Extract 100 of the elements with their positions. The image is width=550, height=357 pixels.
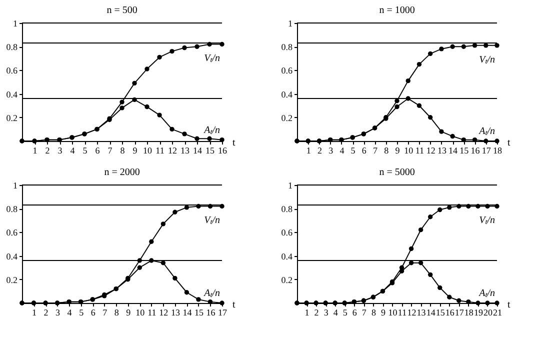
y-tick-label: 0.6 bbox=[6, 66, 18, 76]
series-label: Vₜ/n bbox=[204, 53, 220, 64]
x-tick-label: 11 bbox=[415, 146, 424, 156]
x-tick-label: 7 bbox=[108, 146, 113, 156]
chart-title: n = 2000 bbox=[104, 167, 140, 178]
x-tick-label: 11 bbox=[398, 308, 407, 318]
y-tick-label: 0.6 bbox=[281, 228, 293, 238]
y-tick-label: 0.8 bbox=[6, 204, 18, 214]
y-tick-label: 0.4 bbox=[281, 89, 293, 100]
y-tick-label: 0.8 bbox=[281, 204, 293, 214]
y-tick-label: 0.2 bbox=[281, 112, 292, 123]
x-tick-label: 3 bbox=[324, 308, 329, 318]
x-tick-label: 9 bbox=[380, 308, 386, 318]
x-tick-label: 2 bbox=[45, 146, 50, 156]
y-tick-label: 0.4 bbox=[6, 251, 18, 262]
y-tick-label: 1 bbox=[13, 18, 18, 28]
x-tick-label: 5 bbox=[79, 308, 84, 318]
x-tick-label: 10 bbox=[388, 308, 398, 318]
series-label: Vₜ/n bbox=[479, 54, 495, 66]
x-tick-label: 14 bbox=[448, 146, 458, 156]
chart-title: n = 5000 bbox=[379, 167, 415, 178]
x-tick-label: 10 bbox=[404, 146, 414, 156]
x-tick-label: 7 bbox=[362, 308, 367, 318]
x-tick-label: 18 bbox=[464, 308, 474, 318]
x-tick-label: 13 bbox=[437, 146, 447, 156]
series-label: Aₜ/n bbox=[203, 288, 220, 299]
x-tick-label: 5 bbox=[82, 146, 88, 156]
x-tick-label: 15 bbox=[206, 146, 215, 156]
x-tick-label: 1 bbox=[32, 146, 38, 156]
x-tick-label: 6 bbox=[90, 308, 96, 318]
x-tick-label: 7 bbox=[102, 308, 108, 318]
x-tick-label: 8 bbox=[114, 308, 120, 318]
x-tick-label: 10 bbox=[136, 308, 146, 318]
x-tick-label: 6 bbox=[362, 146, 367, 156]
x-tick-label: 12 bbox=[168, 146, 177, 156]
x-tick-label: 21 bbox=[493, 308, 502, 318]
x-tick-label: 9 bbox=[132, 146, 138, 156]
y-tick-label: 0.2 bbox=[6, 274, 18, 285]
x-tick-label: 18 bbox=[493, 146, 502, 156]
x-tick-label: 3 bbox=[56, 308, 61, 318]
x-tick-label: 13 bbox=[180, 146, 190, 156]
x-tick-label: 9 bbox=[126, 308, 132, 318]
y-tick-label: 0.4 bbox=[281, 251, 293, 262]
x-tick-label: 2 bbox=[314, 308, 319, 318]
chart-title: n = 1000 bbox=[379, 5, 415, 16]
x-axis-title: t bbox=[508, 300, 510, 310]
x-tick-label: 4 bbox=[333, 308, 338, 318]
x-axis-title: t bbox=[232, 300, 236, 310]
y-tick-label: 0.4 bbox=[6, 89, 18, 100]
x-tick-label: 3 bbox=[58, 146, 63, 156]
x-tick-label: 16 bbox=[218, 146, 228, 156]
x-tick-label: 2 bbox=[317, 146, 322, 156]
x-tick-label: 8 bbox=[120, 146, 126, 156]
chart-title: n = 500 bbox=[106, 5, 138, 16]
y-tick-label: 0.2 bbox=[6, 112, 18, 123]
x-tick-label: 8 bbox=[371, 308, 376, 318]
x-tick-label: 11 bbox=[156, 146, 164, 156]
x-tick-label: 15 bbox=[194, 308, 204, 318]
x-tick-label: 14 bbox=[182, 308, 192, 318]
x-tick-label: 4 bbox=[70, 146, 76, 156]
x-tick-label: 12 bbox=[159, 308, 168, 318]
y-tick-label: 0.6 bbox=[6, 228, 18, 238]
x-tick-label: 5 bbox=[350, 146, 356, 156]
x-tick-label: 17 bbox=[218, 308, 228, 318]
x-tick-label: 12 bbox=[426, 146, 436, 156]
x-tick-label: 4 bbox=[340, 146, 345, 156]
x-tick-label: 7 bbox=[373, 146, 378, 156]
x-tick-label: 11 bbox=[148, 308, 156, 318]
x-axis-title: t bbox=[232, 138, 236, 148]
x-tick-label: 1 bbox=[306, 146, 311, 156]
x-tick-label: 2 bbox=[44, 308, 48, 318]
x-tick-label: 1 bbox=[32, 308, 37, 318]
x-tick-label: 16 bbox=[470, 146, 480, 156]
x-tick-label: 20 bbox=[483, 308, 493, 318]
x-tick-label: 5 bbox=[342, 308, 348, 318]
x-tick-label: 17 bbox=[482, 146, 492, 156]
y-tick-label: 1 bbox=[13, 180, 18, 190]
y-tick-label: 0.8 bbox=[6, 42, 18, 52]
x-tick-label: 16 bbox=[445, 308, 455, 318]
x-tick-label: 14 bbox=[426, 308, 436, 318]
x-tick-label: 4 bbox=[67, 308, 72, 318]
x-tick-label: 16 bbox=[206, 308, 216, 318]
series-label: Aₜ/n bbox=[478, 288, 495, 299]
x-tick-label: 1 bbox=[304, 308, 310, 318]
x-tick-label: 14 bbox=[193, 146, 202, 156]
x-tick-label: 13 bbox=[170, 308, 180, 318]
x-tick-label: 15 bbox=[436, 308, 446, 318]
x-axis-title: t bbox=[508, 138, 510, 148]
x-tick-label: 12 bbox=[407, 308, 416, 318]
y-tick-label: 1 bbox=[288, 180, 292, 190]
x-tick-label: 10 bbox=[143, 146, 152, 156]
x-tick-label: 6 bbox=[95, 146, 100, 156]
y-tick-label: 0.2 bbox=[281, 274, 292, 285]
y-tick-label: 1 bbox=[288, 18, 292, 28]
series-label: Aₜ/n bbox=[203, 124, 220, 136]
x-tick-label: 9 bbox=[395, 146, 400, 156]
y-tick-label: 0.6 bbox=[281, 66, 293, 76]
series-label: Aₜ/n bbox=[478, 126, 495, 137]
x-tick-label: 19 bbox=[474, 308, 484, 318]
series-label: Vₜ/n bbox=[479, 215, 495, 226]
